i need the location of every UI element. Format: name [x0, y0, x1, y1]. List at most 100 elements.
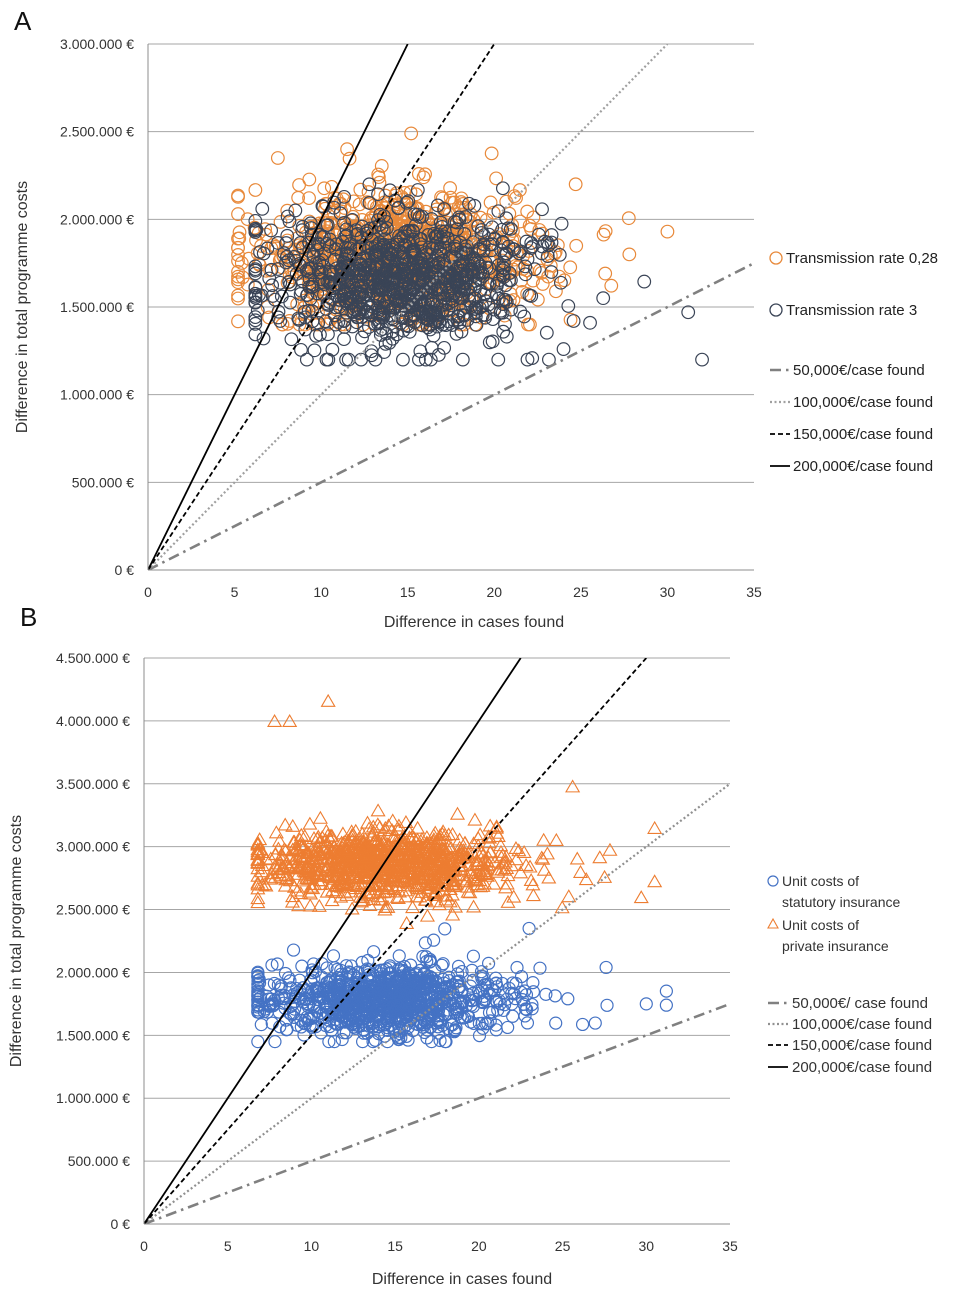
data-point	[370, 291, 385, 306]
panel-a-y-axis-label: Difference in total programme costs	[14, 181, 31, 433]
data-point	[311, 898, 327, 912]
data-point	[275, 317, 290, 332]
data-point	[495, 234, 510, 249]
data-point	[303, 886, 319, 900]
data-point	[452, 210, 466, 225]
legend-label: 200,000€/case found	[793, 458, 933, 475]
data-point	[274, 982, 288, 996]
data-point	[392, 229, 406, 243]
data-point	[539, 325, 554, 340]
data-point	[427, 933, 441, 947]
data-point	[484, 146, 499, 161]
data-point	[467, 849, 483, 863]
legend-marker	[769, 303, 783, 317]
data-point	[352, 838, 368, 852]
data-point	[410, 881, 426, 895]
data-point	[383, 183, 397, 198]
data-point	[396, 963, 410, 978]
data-point	[451, 967, 465, 981]
data-point	[274, 848, 290, 862]
data-point	[430, 198, 445, 213]
data-point	[359, 815, 376, 829]
data-point	[265, 278, 280, 293]
data-point	[413, 305, 427, 320]
data-point	[361, 878, 378, 893]
data-point	[446, 986, 460, 1000]
data-point	[489, 825, 505, 839]
legend-marker	[767, 875, 779, 887]
data-point	[258, 222, 273, 237]
data-point	[280, 228, 295, 243]
x-tick-label: 5	[224, 1238, 232, 1254]
data-point	[337, 842, 354, 856]
y-tick-label: 3.500.000 €	[56, 776, 130, 792]
data-point	[376, 854, 393, 868]
data-point	[305, 304, 320, 319]
data-point	[386, 312, 401, 327]
data-point	[407, 207, 422, 222]
y-tick-label: 2.000.000 €	[60, 211, 134, 227]
data-point	[598, 224, 613, 239]
data-point	[512, 183, 527, 197]
data-point	[578, 872, 594, 886]
data-point	[496, 260, 510, 275]
data-point	[326, 1006, 340, 1020]
reference-line	[148, 44, 409, 570]
data-point	[355, 976, 369, 990]
data-point	[392, 270, 407, 285]
data-point	[296, 863, 312, 877]
data-point	[482, 237, 497, 252]
data-point	[498, 880, 514, 894]
data-point	[435, 843, 451, 857]
data-point	[380, 899, 396, 913]
data-point	[321, 352, 336, 367]
data-point	[251, 1005, 265, 1019]
data-point	[313, 327, 327, 342]
data-point	[454, 291, 469, 305]
data-point	[397, 185, 412, 200]
data-point	[273, 275, 288, 290]
data-point	[321, 316, 335, 331]
data-point	[396, 874, 413, 888]
data-point	[467, 302, 482, 316]
data-point	[345, 305, 360, 319]
data-point	[268, 1035, 282, 1049]
data-point	[424, 340, 439, 355]
data-point	[443, 181, 457, 195]
data-point	[548, 832, 564, 846]
data-point	[421, 313, 436, 328]
data-point	[409, 297, 424, 312]
data-point	[231, 291, 245, 306]
data-point	[372, 885, 388, 899]
data-point	[372, 852, 388, 866]
data-point	[384, 822, 400, 837]
data-point	[506, 1009, 520, 1023]
data-point	[362, 847, 378, 861]
data-point	[389, 292, 404, 307]
data-point	[500, 894, 516, 908]
data-point	[530, 292, 545, 307]
data-point	[298, 1013, 312, 1027]
data-point	[292, 178, 306, 192]
data-point	[338, 284, 353, 299]
data-point	[317, 181, 332, 196]
data-point	[482, 956, 496, 970]
data-point	[436, 957, 450, 971]
data-point	[326, 205, 341, 220]
legend-label: 50,000€/case found	[793, 362, 925, 379]
data-point	[633, 890, 649, 904]
y-tick-label: 2.500.000 €	[56, 902, 130, 918]
data-point	[250, 891, 266, 905]
data-point	[449, 806, 466, 820]
data-point	[387, 868, 403, 882]
y-tick-label: 2.500.000 €	[60, 124, 134, 140]
data-point	[419, 266, 433, 281]
data-point	[493, 838, 509, 852]
data-point	[364, 348, 379, 363]
data-point	[475, 878, 491, 892]
data-point	[372, 242, 387, 257]
data-point	[308, 842, 324, 857]
y-tick-label: 0 €	[115, 562, 135, 578]
data-point	[659, 998, 673, 1012]
data-point	[391, 866, 407, 880]
